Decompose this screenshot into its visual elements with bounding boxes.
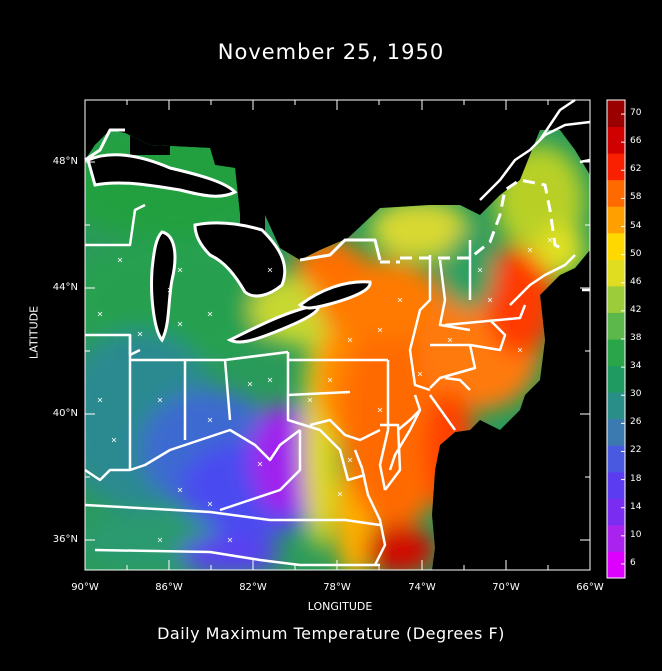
temperature-field bbox=[85, 130, 590, 570]
map-subtitle: Daily Maximum Temperature (Degrees F) bbox=[157, 624, 505, 643]
colorbar-tick-label: 46 bbox=[630, 276, 642, 287]
colorbar-tick-label: 66 bbox=[630, 136, 642, 147]
colorbar-tick-label: 10 bbox=[630, 529, 642, 540]
colorbar-swatch bbox=[607, 206, 625, 234]
colorbar-swatch bbox=[607, 445, 625, 473]
colorbar-tick-label: 34 bbox=[630, 361, 642, 372]
colorbar-tick-label: 30 bbox=[630, 389, 642, 400]
colorbar bbox=[606, 99, 626, 579]
colorbar-swatch bbox=[607, 312, 625, 340]
colorbar-swatch bbox=[607, 179, 625, 207]
colorbar-tick-label: 6 bbox=[630, 557, 636, 568]
x-tick-label: 78°W bbox=[323, 582, 351, 593]
colorbar-swatch bbox=[607, 392, 625, 420]
colorbar-swatch bbox=[607, 551, 625, 579]
x-tick-label: 74°W bbox=[408, 582, 436, 593]
colorbar-tick-label: 38 bbox=[630, 333, 642, 343]
colorbar-swatch bbox=[607, 418, 625, 446]
x-tick-label: 86°W bbox=[155, 582, 183, 593]
colorbar-tick-label: 22 bbox=[630, 445, 642, 456]
plot-frame bbox=[84, 99, 591, 571]
colorbar-tick-label: 54 bbox=[630, 220, 642, 231]
colorbar-tick-label: 18 bbox=[630, 473, 642, 484]
y-tick-label: 44°N bbox=[52, 282, 78, 293]
colorbar-tick-label: 70 bbox=[630, 108, 642, 119]
colorbar-swatch bbox=[607, 285, 625, 313]
colorbar-swatch bbox=[607, 153, 625, 181]
colorbar-tick-label: 58 bbox=[630, 192, 642, 203]
colorbar-swatch bbox=[607, 100, 625, 128]
colorbar-tick-label: 14 bbox=[630, 501, 642, 512]
colorbar-swatch bbox=[607, 498, 625, 526]
x-tick-label: 82°W bbox=[239, 582, 267, 593]
colorbar-swatch bbox=[607, 471, 625, 499]
colorbar-swatch bbox=[607, 259, 625, 287]
x-tick-label: 90°W bbox=[71, 582, 99, 593]
map-title: November 25, 1950 bbox=[217, 40, 445, 64]
x-axis-label: LONGITUDE bbox=[307, 600, 373, 613]
station-markers bbox=[97, 237, 553, 543]
y-tick-label: 40°N bbox=[52, 408, 78, 419]
y-axis-label: LATITUDE bbox=[27, 305, 41, 360]
colorbar-tick-label: 42 bbox=[630, 304, 642, 315]
coastlines bbox=[353, 98, 591, 566]
colorbar-tick-label: 62 bbox=[630, 164, 642, 175]
colorbar-swatch bbox=[607, 232, 625, 260]
x-tick-label: 66°W bbox=[576, 582, 604, 593]
y-tick-label: 36°N bbox=[52, 534, 78, 545]
y-tick-label: 48°N bbox=[52, 156, 78, 167]
colorbar-swatch bbox=[607, 126, 625, 154]
national-border bbox=[84, 128, 566, 264]
colorbar-swatch bbox=[607, 365, 625, 393]
x-tick-label: 70°W bbox=[492, 582, 520, 593]
colorbar-swatch bbox=[607, 339, 625, 367]
colorbar-tick-label: 26 bbox=[630, 417, 642, 428]
lakes bbox=[86, 153, 372, 344]
colorbar-tick-label: 50 bbox=[630, 248, 642, 259]
colorbar-swatch bbox=[607, 524, 625, 552]
